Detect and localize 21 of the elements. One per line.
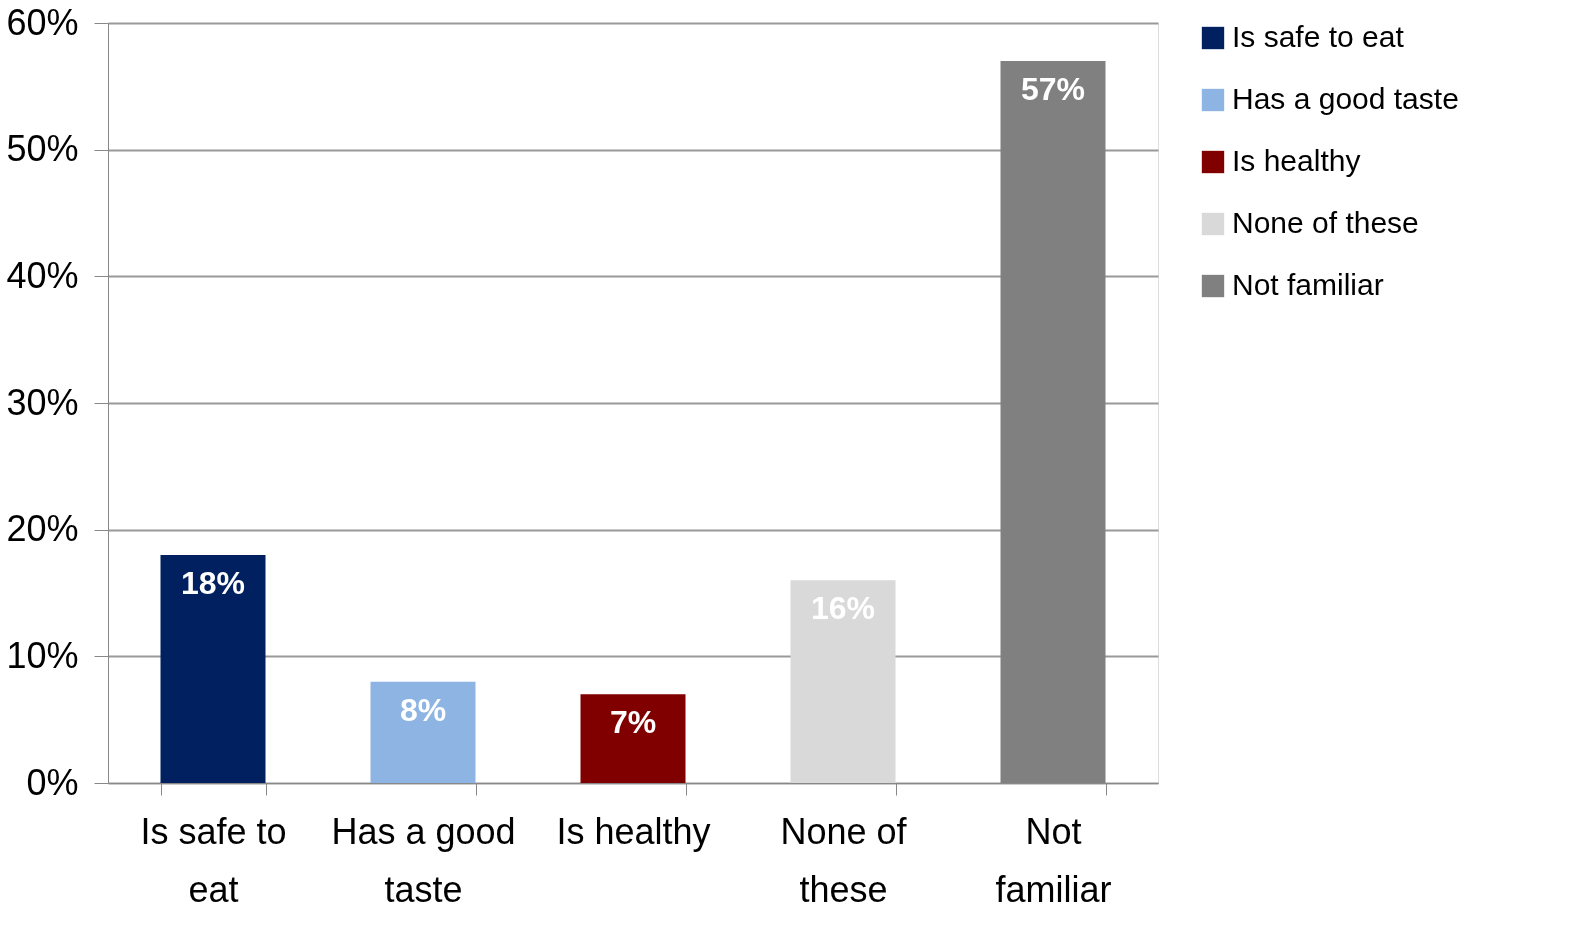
- y-tick-label: 10%: [6, 634, 79, 676]
- legend-label: Is safe to eat: [1232, 20, 1405, 53]
- y-tick-label: 60%: [6, 1, 79, 43]
- legend-label: None of these: [1232, 206, 1419, 239]
- legend-label: Not familiar: [1232, 268, 1384, 301]
- x-tick-label: None of these: [780, 810, 908, 910]
- y-tick-label: 50%: [6, 128, 79, 170]
- x-tick-label: Has a good taste: [331, 810, 516, 910]
- y-tick-label: 20%: [6, 508, 79, 550]
- legend-label: Has a good taste: [1232, 82, 1459, 115]
- x-tick-label: Not familiar: [995, 810, 1112, 910]
- y-tick-label: 40%: [6, 254, 79, 296]
- legend-label: Is healthy: [1232, 144, 1361, 177]
- y-tick-label: 0%: [26, 761, 79, 803]
- data-label: 18%: [180, 565, 246, 601]
- x-tick-label: Is healthy: [556, 810, 711, 852]
- data-label: 8%: [399, 691, 447, 728]
- x-tick-label: Is safe to eat: [140, 810, 287, 910]
- data-label: 7%: [609, 704, 657, 741]
- data-label: 57%: [1020, 71, 1086, 107]
- y-tick-label: 30%: [6, 381, 79, 423]
